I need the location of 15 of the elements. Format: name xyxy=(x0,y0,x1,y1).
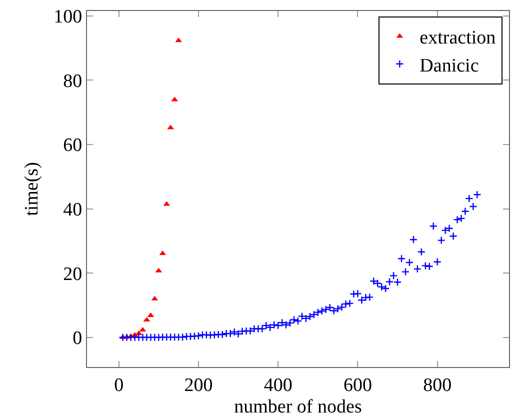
x-axis-title: number of nodes xyxy=(234,396,362,418)
y-tick-label: 60 xyxy=(63,135,82,156)
x-tick-label: 0 xyxy=(114,374,124,396)
legend-label: extraction xyxy=(420,28,496,49)
x-tick-label: 400 xyxy=(264,374,292,396)
y-tick-label: 40 xyxy=(63,199,82,220)
y-axis-title: time(s) xyxy=(21,162,42,216)
x-tick-label: 800 xyxy=(423,374,452,396)
y-tick-label: 80 xyxy=(63,70,82,92)
y-tick-label: 0 xyxy=(72,328,82,350)
x-tick-label: 200 xyxy=(184,374,213,396)
x-tick-label: 600 xyxy=(343,374,372,396)
y-tick-label: 100 xyxy=(54,6,82,28)
legend-label: Danicic xyxy=(420,55,479,76)
y-tick-label: 20 xyxy=(63,264,82,285)
